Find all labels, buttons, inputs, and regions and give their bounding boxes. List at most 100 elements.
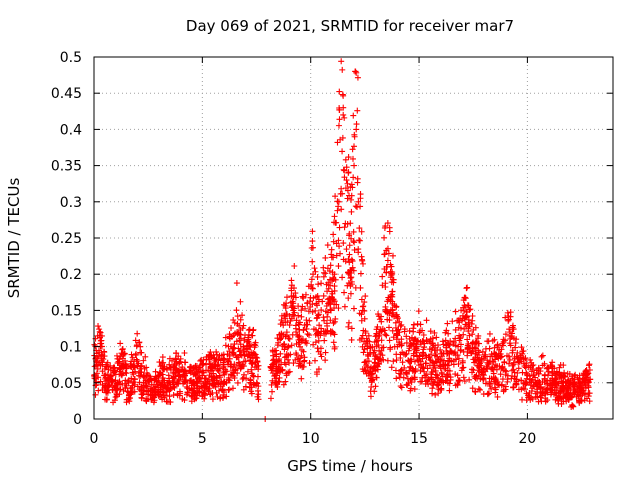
data-point [110,364,117,371]
data-point [424,378,431,385]
data-point [231,341,238,348]
data-point [393,351,400,358]
data-point [476,351,483,358]
data-point [201,390,208,397]
data-point [363,335,370,342]
data-point [209,396,216,403]
data-point [477,357,484,364]
data-point [407,364,414,371]
data-point [469,385,476,392]
data-point [283,372,290,379]
data-point [306,332,313,339]
data-point [486,380,493,387]
data-point [242,383,249,390]
data-point [283,294,290,301]
data-point [345,169,352,176]
data-point [527,356,534,363]
data-point [350,305,357,312]
data-point [147,392,154,399]
data-point [543,365,550,372]
data-point [102,396,109,403]
data-point [520,384,527,391]
data-point [347,290,354,297]
data-point [564,379,571,386]
data-point [320,328,327,335]
data-point [139,384,146,391]
data-point-anchor [134,358,141,365]
data-point [358,228,365,235]
data-point [92,373,99,380]
data-point [285,335,292,342]
data-point [255,366,262,373]
data-point [479,348,486,355]
data-point [309,258,316,265]
data-point-anchor [277,350,284,357]
data-point [341,303,348,310]
data-point [330,339,337,346]
data-point [362,293,369,300]
data-point [513,378,520,385]
data-point [406,327,413,334]
data-point [544,364,551,371]
data-point [383,332,390,339]
data-point [124,388,131,395]
data-point-anchor [559,379,566,386]
data-point [459,359,466,366]
data-point [309,308,316,315]
y-tick-label: 0.25 [51,231,82,247]
data-point-anchor [216,372,223,379]
data-point [465,328,472,335]
data-point [522,381,529,388]
data-point [403,371,410,378]
data-point [295,312,302,319]
data-point [586,376,593,383]
data-point [335,122,342,129]
data-point-anchor [567,387,574,394]
data-point [340,92,347,99]
data-point [364,351,371,358]
data-point [330,254,337,261]
data-point [103,377,110,384]
data-point [348,267,355,274]
data-point [398,342,405,349]
data-point-anchor [342,220,349,227]
data-point [98,337,105,344]
data-point [511,369,518,376]
data-point [269,370,276,377]
data-point [428,374,435,381]
data-point [96,326,103,333]
data-point [191,370,198,377]
data-point [444,367,451,374]
data-point [278,330,285,337]
data-point [226,348,233,355]
data-point [506,340,513,347]
data-point [345,280,352,287]
data-point [167,399,174,406]
data-point [384,257,391,264]
data-point [398,321,405,328]
data-point [411,374,418,381]
data-point [286,335,293,342]
data-point [477,386,484,393]
data-point [379,273,386,280]
data-point [555,394,562,401]
x-tick-label: 20 [518,431,536,447]
data-point [305,308,312,315]
data-point [239,361,246,368]
data-point [423,317,430,324]
data-point [368,371,375,378]
data-point [102,382,109,389]
y-tick-label: 0.1 [60,340,82,356]
data-point [484,338,491,345]
data-point [386,317,393,324]
data-point [310,271,317,278]
data-point [498,353,505,360]
data-point [469,312,476,319]
data-point [322,254,329,261]
data-point [229,349,236,356]
data-point [452,352,459,359]
data-point-anchor [164,379,171,386]
data-point [441,357,448,364]
data-point [397,371,404,378]
data-point-anchor [355,198,362,205]
